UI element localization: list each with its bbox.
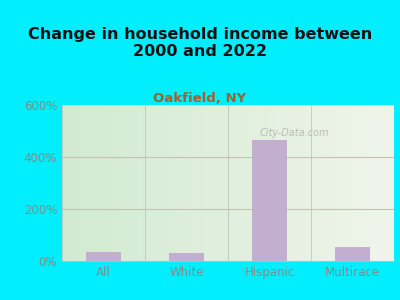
Text: Oakfield, NY: Oakfield, NY <box>154 92 246 104</box>
Text: City-Data.com: City-Data.com <box>260 128 329 138</box>
Bar <box>252 140 287 261</box>
Text: Change in household income between
2000 and 2022: Change in household income between 2000 … <box>28 27 372 59</box>
Bar <box>169 253 204 261</box>
Bar <box>335 247 370 261</box>
Bar <box>86 252 121 261</box>
